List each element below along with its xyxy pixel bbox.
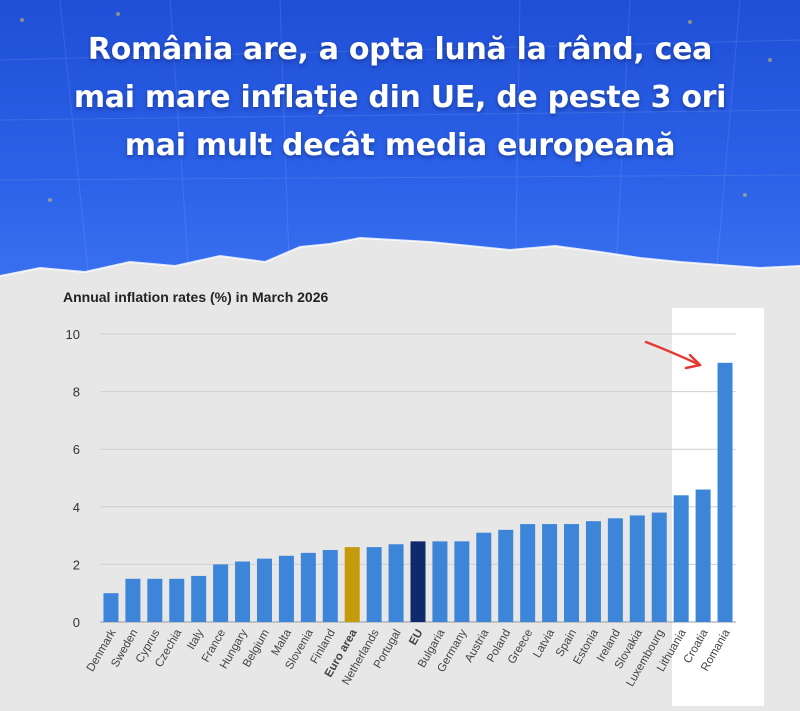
hero-banner: România are, a opta lună la rând, cea ma…: [0, 0, 800, 290]
bar-germany: [454, 541, 470, 622]
bar-cyprus: [147, 578, 163, 622]
chart-title: Annual inflation rates (%) in March 2026: [63, 289, 329, 305]
headline-line-1: România are, a opta lună la rând, cea: [87, 32, 713, 67]
bar-sweden: [125, 578, 141, 622]
hero-background: [0, 0, 800, 290]
y-tick-label: 2: [73, 557, 80, 572]
bars: [103, 362, 733, 622]
bar-spain: [564, 524, 580, 622]
bar-belgium: [256, 558, 272, 622]
bar-netherlands: [366, 547, 382, 622]
bar-denmark: [103, 593, 119, 622]
bar-poland: [498, 529, 514, 622]
bar-slovenia: [300, 552, 316, 622]
bar-luxembourg: [651, 512, 667, 622]
y-tick-label: 4: [73, 500, 80, 515]
y-axis-ticks: 0 2 4 6 8 10: [66, 327, 80, 630]
bar-portugal: [388, 544, 404, 622]
bar-czechia: [169, 578, 185, 622]
headline-line-3: mai mult decât media europeană: [124, 128, 676, 163]
bar-ireland: [607, 518, 623, 622]
y-tick-label: 10: [66, 327, 80, 342]
bar-bulgaria: [432, 541, 448, 622]
bar-greece: [520, 524, 536, 622]
headline-line-2: mai mare inflație din UE, de peste 3 ori: [73, 80, 727, 115]
bar-lithuania: [673, 495, 689, 622]
bar-romania: [717, 362, 733, 622]
bar-austria: [476, 532, 492, 622]
x-tick-label: EU: [407, 628, 425, 648]
bar-slovakia: [629, 515, 645, 622]
bar-euro-area: [344, 547, 360, 622]
bar-latvia: [542, 524, 558, 622]
bar-finland: [322, 550, 338, 622]
bar-eu: [410, 541, 426, 622]
arrow-icon: [644, 340, 702, 370]
x-tick-label: Latvia: [531, 627, 557, 660]
bar-hungary: [235, 561, 251, 622]
x-tick-label: Italy: [185, 627, 206, 651]
bar-malta: [278, 555, 294, 622]
headline: România are, a opta lună la rând, cea ma…: [20, 26, 780, 170]
eu-stars-decoration: [20, 12, 772, 202]
y-tick-label: 8: [73, 385, 80, 400]
bar-france: [213, 564, 229, 622]
y-tick-label: 6: [73, 442, 80, 457]
bar-croatia: [695, 489, 711, 622]
y-tick-label: 0: [73, 615, 80, 630]
bar-estonia: [585, 521, 601, 622]
bar-italy: [191, 575, 207, 622]
